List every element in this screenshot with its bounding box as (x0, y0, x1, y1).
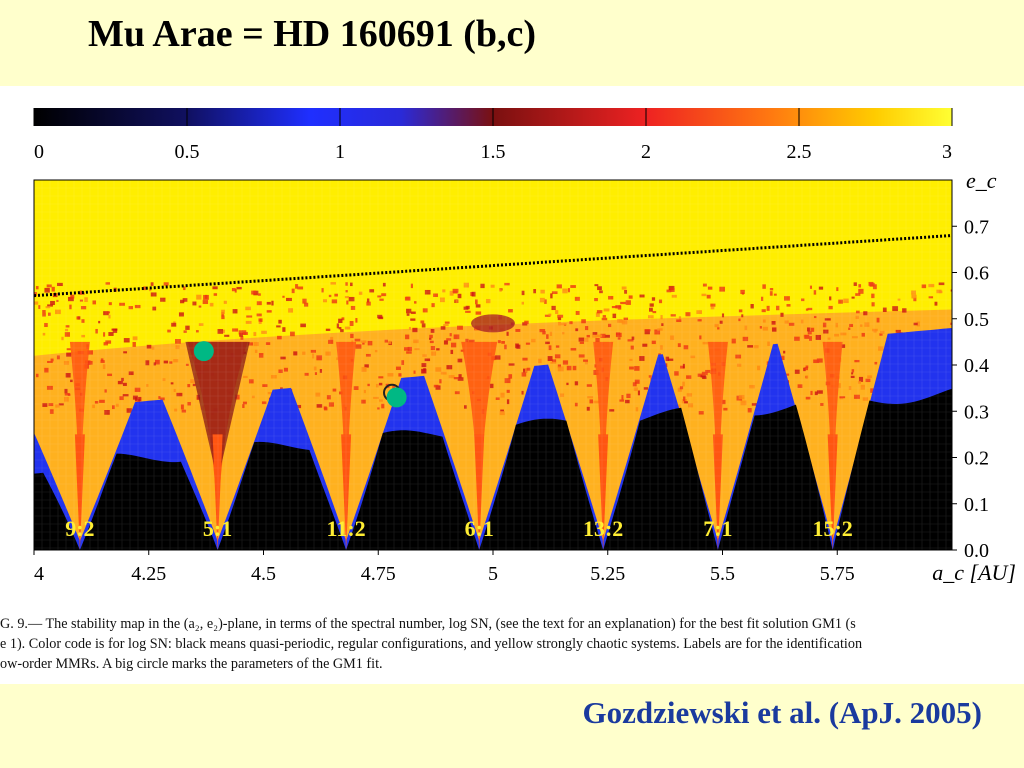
resonance-label: 6:1 (465, 516, 494, 541)
colorbar-tick-label: 0.5 (175, 141, 200, 163)
y-tick-label: 0.3 (964, 401, 989, 423)
resonance-label: 15:2 (812, 516, 852, 541)
planet-marker (386, 387, 407, 408)
x-tick-label: 4.25 (131, 563, 166, 585)
x-tick-label: 5.5 (710, 563, 735, 585)
x-tick-label: 4.5 (251, 563, 276, 585)
colorbar-tick-label: 1.5 (481, 141, 506, 163)
y-tick-label: 0.0 (964, 540, 989, 562)
x-axis-label: a_c [AU] (932, 560, 1016, 585)
y-tick-label: 0.6 (964, 263, 989, 285)
pixel-grid (34, 180, 952, 550)
x-tick-label: 4 (34, 563, 44, 585)
colorbar-tick-label: 0 (34, 141, 44, 163)
resonance-label: 13:2 (583, 516, 623, 541)
colorbar-tick-label: 2 (641, 141, 651, 163)
colorbar-tick-label: 3 (942, 141, 952, 163)
collision-line (34, 234, 952, 298)
caption-line-2: e 1). Color code is for log SN: black me… (0, 636, 863, 652)
colorbar-tick-label: 2.5 (787, 141, 812, 163)
y-tick-label: 0.4 (964, 355, 989, 377)
planet-marker (193, 341, 214, 362)
heatmap-plot: 9:2 5:1 11:2 6:1 13:2 7:1 15:2 (34, 180, 952, 550)
y-tick-label: 0.7 (964, 216, 989, 238)
caption-line-1: G. 9.— The stability map in the (a₂, e₂)… (0, 616, 856, 632)
figure-panel: 0 0.5 1 1.5 2 2.5 3 9:2 5:1 11:2 6:1 13:2 7:1 15:2 4… (0, 86, 1024, 684)
figure-caption: G. 9.— The stability map in the (a₂, e₂)… (0, 614, 1024, 678)
resonance-label: 11:2 (327, 516, 366, 541)
y-tick-label: 0.1 (964, 494, 989, 516)
stability-map-figure: 0 0.5 1 1.5 2 2.5 3 9:2 5:1 11:2 6:1 13:2 7:1 15:2 4… (33, 108, 1016, 585)
regular-region (34, 388, 952, 550)
x-tick-label: 5 (488, 563, 498, 585)
colorbar: 0 0.5 1 1.5 2 2.5 3 (33, 108, 953, 163)
slide-title: Mu Arae = HD 160691 (b,c) (88, 13, 537, 55)
y-axis-label: e_c (966, 168, 997, 193)
y-tick-label: 0.5 (964, 309, 989, 331)
x-tick-label: 4.75 (361, 563, 396, 585)
colorbar-tick-label: 1 (335, 141, 345, 163)
y-tick-label: 0.2 (964, 448, 989, 470)
resonance-label: 5:1 (203, 516, 232, 541)
resonance-label: 7:1 (703, 516, 732, 541)
axes: 4 4.25 4.5 4.75 5 5.25 5.5 5.75 0.0 0.1 0.2 0.3 0.4 0… (33, 168, 1016, 585)
citation: Gozdziewski et al. (ApJ. 2005) (582, 695, 982, 730)
resonance-label: 9:2 (65, 516, 94, 541)
x-tick-label: 5.25 (590, 563, 625, 585)
caption-line-3: ow-order MMRs. A big circle marks the pa… (0, 656, 383, 672)
x-tick-label: 5.75 (820, 563, 855, 585)
